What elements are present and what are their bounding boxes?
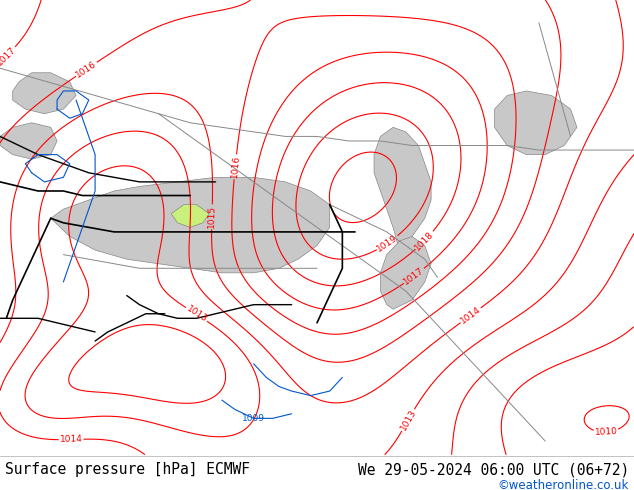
- Polygon shape: [171, 205, 209, 227]
- Text: We 29-05-2024 06:00 UTC (06+72): We 29-05-2024 06:00 UTC (06+72): [358, 462, 629, 477]
- Text: 1018: 1018: [413, 229, 436, 252]
- Polygon shape: [51, 177, 330, 273]
- Text: 1017: 1017: [402, 266, 426, 287]
- Polygon shape: [374, 127, 431, 250]
- Text: 1009: 1009: [242, 414, 265, 423]
- Text: 1016: 1016: [230, 155, 241, 179]
- Polygon shape: [0, 123, 57, 159]
- Text: 1014: 1014: [60, 435, 82, 444]
- Polygon shape: [380, 237, 431, 309]
- Text: 1014: 1014: [459, 305, 482, 326]
- Text: Surface pressure [hPa] ECMWF: Surface pressure [hPa] ECMWF: [5, 462, 250, 477]
- Text: 1015: 1015: [207, 205, 217, 228]
- Text: 1019: 1019: [375, 233, 399, 253]
- Text: 1010: 1010: [594, 427, 618, 437]
- Polygon shape: [13, 73, 76, 114]
- Text: ©weatheronline.co.uk: ©weatheronline.co.uk: [498, 479, 629, 490]
- Text: 1017: 1017: [0, 45, 18, 67]
- Text: 1013: 1013: [398, 408, 418, 432]
- Text: 1016: 1016: [74, 59, 98, 79]
- Text: 1013: 1013: [184, 304, 209, 324]
- Polygon shape: [495, 91, 577, 155]
